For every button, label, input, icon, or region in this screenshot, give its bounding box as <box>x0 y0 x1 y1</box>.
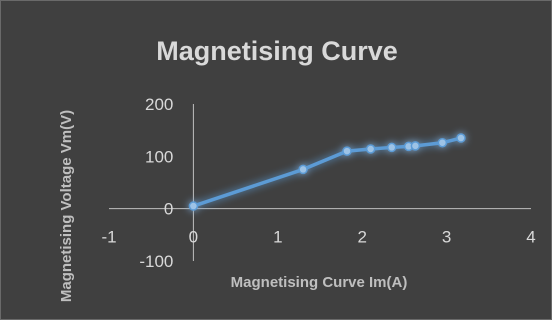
tick-labels: -1 0 1 2 3 4 -100 0 100 200 <box>101 95 535 271</box>
data-point <box>386 142 397 153</box>
data-point <box>188 201 199 211</box>
chart-area: Magnetising Curve -1 0 1 2 3 4 -100 0 100 200 Mag… <box>0 0 552 320</box>
x-tick-label: 2 <box>357 228 366 247</box>
y-tick-label: 0 <box>164 200 173 219</box>
y-tick-label: -100 <box>139 252 173 271</box>
series-magnetising <box>188 133 466 211</box>
data-point <box>437 137 448 148</box>
data-point <box>298 164 308 175</box>
data-point <box>365 144 376 154</box>
y-axis-title: Magnetising Voltage Vm(V) <box>58 110 75 302</box>
data-point <box>410 141 421 151</box>
x-tick-label: 3 <box>442 228 451 247</box>
x-tick-label: -1 <box>101 228 116 247</box>
y-tick-label: 200 <box>145 95 173 114</box>
x-tick-label: 4 <box>526 228 535 247</box>
axes <box>109 104 531 261</box>
x-axis-title: Magnetising Curve Im(A) <box>231 274 408 291</box>
series-line <box>192 136 462 208</box>
x-tick-label: 0 <box>189 228 198 247</box>
chart-title: Magnetising Curve <box>156 36 398 66</box>
chart-svg: Magnetising Curve -1 0 1 2 3 4 -100 0 100 200 Mag… <box>58 36 536 302</box>
data-point <box>342 146 352 156</box>
data-point <box>456 133 466 143</box>
y-tick-label: 100 <box>145 147 173 166</box>
x-tick-label: 1 <box>273 228 282 247</box>
